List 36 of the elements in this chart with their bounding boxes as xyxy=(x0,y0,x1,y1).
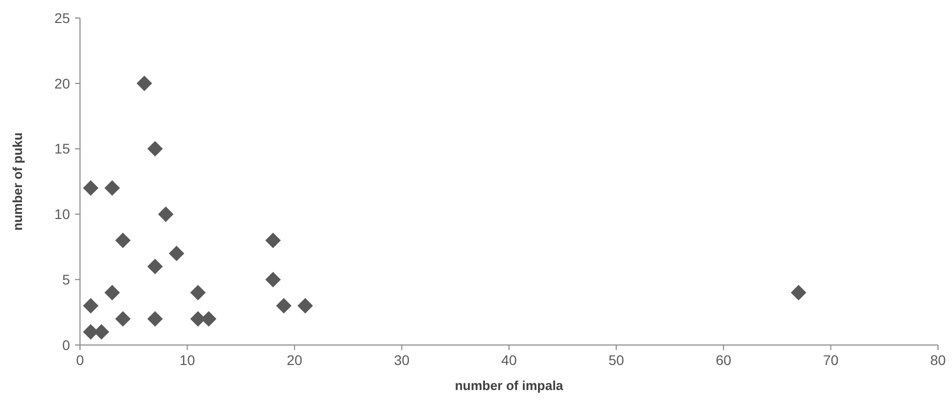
point xyxy=(168,246,184,262)
point xyxy=(297,298,313,314)
y-tick-label: 0 xyxy=(62,336,70,353)
point xyxy=(276,298,292,314)
point xyxy=(265,272,281,288)
y-tick-label: 5 xyxy=(62,272,70,288)
x-tick-label: 40 xyxy=(501,352,517,368)
point xyxy=(158,206,174,222)
x-axis-title: number of impala xyxy=(454,378,564,393)
point xyxy=(147,311,163,327)
point xyxy=(790,284,806,300)
x-tick-label: 10 xyxy=(179,352,196,368)
y-axis-title: number of puku xyxy=(10,132,25,231)
x-tick-label: 80 xyxy=(930,352,946,368)
point xyxy=(136,76,152,92)
point xyxy=(82,298,98,314)
point xyxy=(190,284,206,300)
x-tick-label: 50 xyxy=(608,352,624,368)
point xyxy=(147,258,163,274)
x-tick-label: 20 xyxy=(286,352,302,368)
y-tick-label: 25 xyxy=(54,10,70,26)
point xyxy=(147,141,163,157)
point xyxy=(115,311,131,327)
point xyxy=(82,324,98,340)
x-tick-label: 30 xyxy=(394,352,410,368)
y-tick-label: 20 xyxy=(54,75,70,92)
x-tick-label: 60 xyxy=(716,352,732,368)
y-tick-label: 15 xyxy=(54,140,70,157)
point xyxy=(82,180,98,196)
x-tick-label: 70 xyxy=(822,352,839,368)
point xyxy=(115,232,131,248)
point xyxy=(265,232,281,248)
x-tick-label: 0 xyxy=(76,352,84,368)
point xyxy=(104,284,120,300)
point xyxy=(104,180,120,196)
y-tick-label: 10 xyxy=(54,206,70,222)
